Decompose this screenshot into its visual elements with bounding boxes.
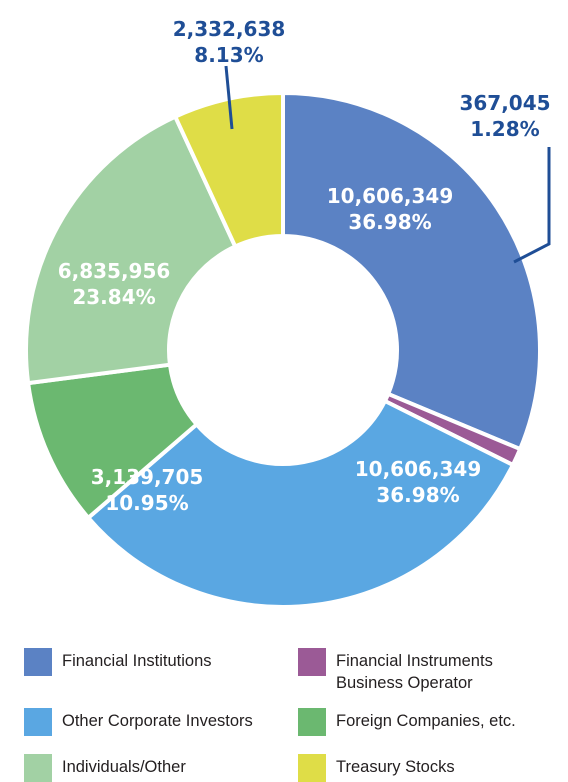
legend-swatch [298, 754, 326, 782]
slice-financial-institutions [281, 90, 542, 452]
slice-value-label: 6,835,956 [58, 259, 171, 283]
slice-labels: 10,606,349 36.98%367,045 1.28%10,606,349 36… [58, 17, 551, 515]
slice-treasury-stocks [172, 90, 285, 250]
slice-other-corporate-investors [85, 398, 516, 609]
chart-legend: Financial Institutions Financial Instrum… [0, 630, 568, 782]
slice-label-treasury-stocks: 2,332,638 8.13% [173, 17, 286, 67]
slice-value-label: 367,045 [459, 91, 550, 115]
legend-label-line: Business Operator [336, 674, 473, 692]
legend-label: Other Corporate Investors [62, 708, 253, 732]
slice-percent-label: 23.84% [72, 285, 155, 309]
legend-label-line: Individuals/Other [62, 758, 186, 776]
legend-item-treasury-stocks: Treasury Stocks [298, 754, 455, 782]
legend-label: Financial Instruments Business Operator [336, 648, 493, 694]
slice-value-label: 10,606,349 [327, 184, 454, 208]
slice-value-label: 10,606,349 [355, 457, 482, 481]
slice-percent-label: 10.95% [105, 491, 188, 515]
slice-label-foreign-companies-etc: 3,139,705 10.95% [91, 465, 204, 515]
legend-label-line: Financial Institutions [62, 652, 212, 670]
legend-swatch [298, 648, 326, 676]
legend-item-other-corporate-investors: Other Corporate Investors [24, 708, 253, 736]
legend-label-line: Financial Instruments [336, 652, 493, 670]
slice-percent-label: 36.98% [376, 483, 459, 507]
legend-swatch [24, 754, 52, 782]
slice-percent-label: 36.98% [348, 210, 431, 234]
legend-label: Financial Institutions [62, 648, 212, 672]
legend-item-individuals-other: Individuals/Other [24, 754, 186, 782]
leader-line-financial-instruments-business-operator [513, 147, 551, 264]
slice-label-financial-instruments-business-operator: 367,045 1.28% [459, 91, 550, 141]
donut-chart: 10,606,349 36.98%367,045 1.28%10,606,349 36… [24, 17, 551, 609]
legend-label: Individuals/Other [62, 754, 186, 778]
legend-label-line: Foreign Companies, etc. [336, 712, 516, 730]
slice-label-individuals-other: 6,835,956 23.84% [58, 259, 171, 309]
legend-swatch [298, 708, 326, 736]
legend-label-line: Treasury Stocks [336, 758, 455, 776]
legend-item-foreign-companies: Foreign Companies, etc. [298, 708, 516, 736]
legend-label: Treasury Stocks [336, 754, 455, 778]
slice-percent-label: 1.28% [470, 117, 539, 141]
slice-label-financial-institutions: 10,606,349 36.98% [327, 184, 454, 234]
legend-item-financial-instruments: Financial Instruments Business Operator [298, 648, 493, 694]
slice-individuals-other [24, 114, 238, 386]
leader-line-treasury-stocks [224, 65, 234, 130]
donut-slices [24, 90, 542, 609]
legend-swatch [24, 648, 52, 676]
leader-lines [224, 65, 551, 264]
legend-item-financial-institutions: Financial Institutions [24, 648, 212, 676]
legend-label-line: Other Corporate Investors [62, 712, 253, 730]
slice-value-label: 2,332,638 [173, 17, 286, 41]
legend-swatch [24, 708, 52, 736]
legend-label: Foreign Companies, etc. [336, 708, 516, 732]
slice-label-other-corporate-investors: 10,606,349 36.98% [355, 457, 482, 507]
slice-percent-label: 8.13% [194, 43, 263, 67]
slice-value-label: 3,139,705 [91, 465, 204, 489]
